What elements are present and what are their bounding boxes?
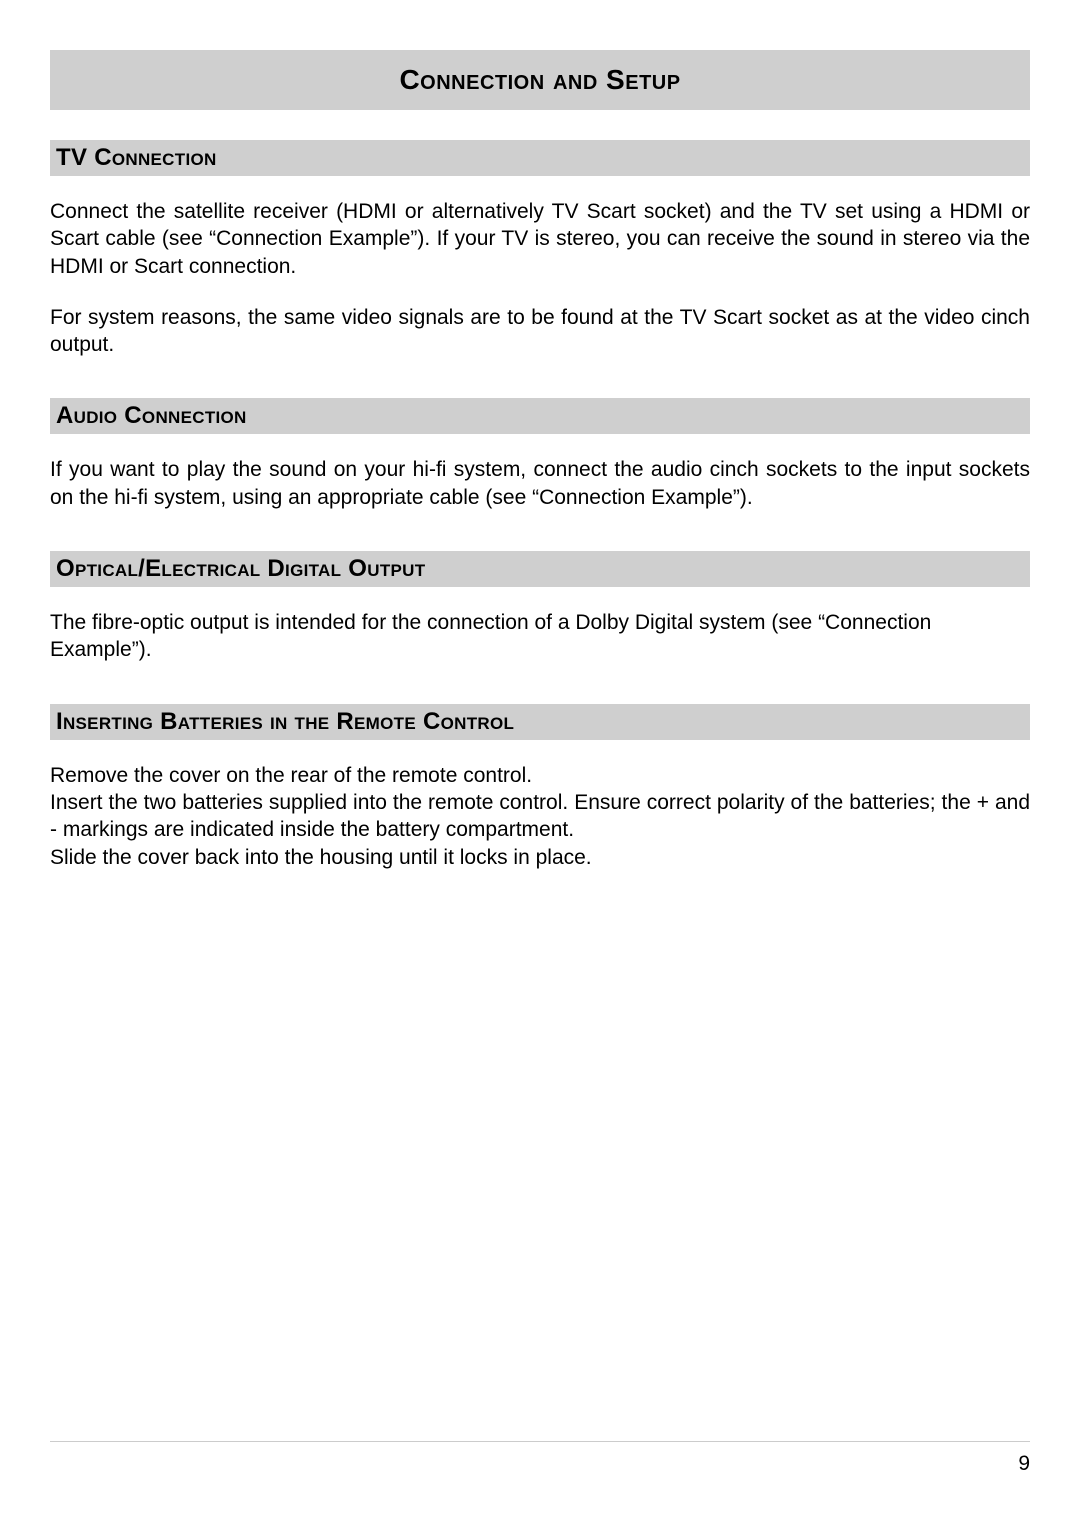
body-paragraph: The fibre-optic output is intended for t…	[50, 609, 1030, 664]
document-page: Connection and Setup TV Connection Conne…	[0, 0, 1080, 1524]
section-heading-tv-connection: TV Connection	[50, 140, 1030, 176]
section-heading-audio-connection: Audio Connection	[50, 398, 1030, 434]
body-paragraph: Remove the cover on the rear of the remo…	[50, 762, 1030, 871]
section-heading-inserting-batteries: Inserting Batteries in the Remote Contro…	[50, 704, 1030, 740]
body-paragraph: Connect the satellite receiver (HDMI or …	[50, 198, 1030, 280]
section-heading-optical-digital-output: Optical/Electrical Digital Output	[50, 551, 1030, 587]
page-footer: 9	[50, 1441, 1030, 1476]
page-title: Connection and Setup	[50, 50, 1030, 110]
body-paragraph: For system reasons, the same video signa…	[50, 304, 1030, 359]
page-number: 9	[1018, 1452, 1030, 1475]
body-paragraph: If you want to play the sound on your hi…	[50, 456, 1030, 511]
